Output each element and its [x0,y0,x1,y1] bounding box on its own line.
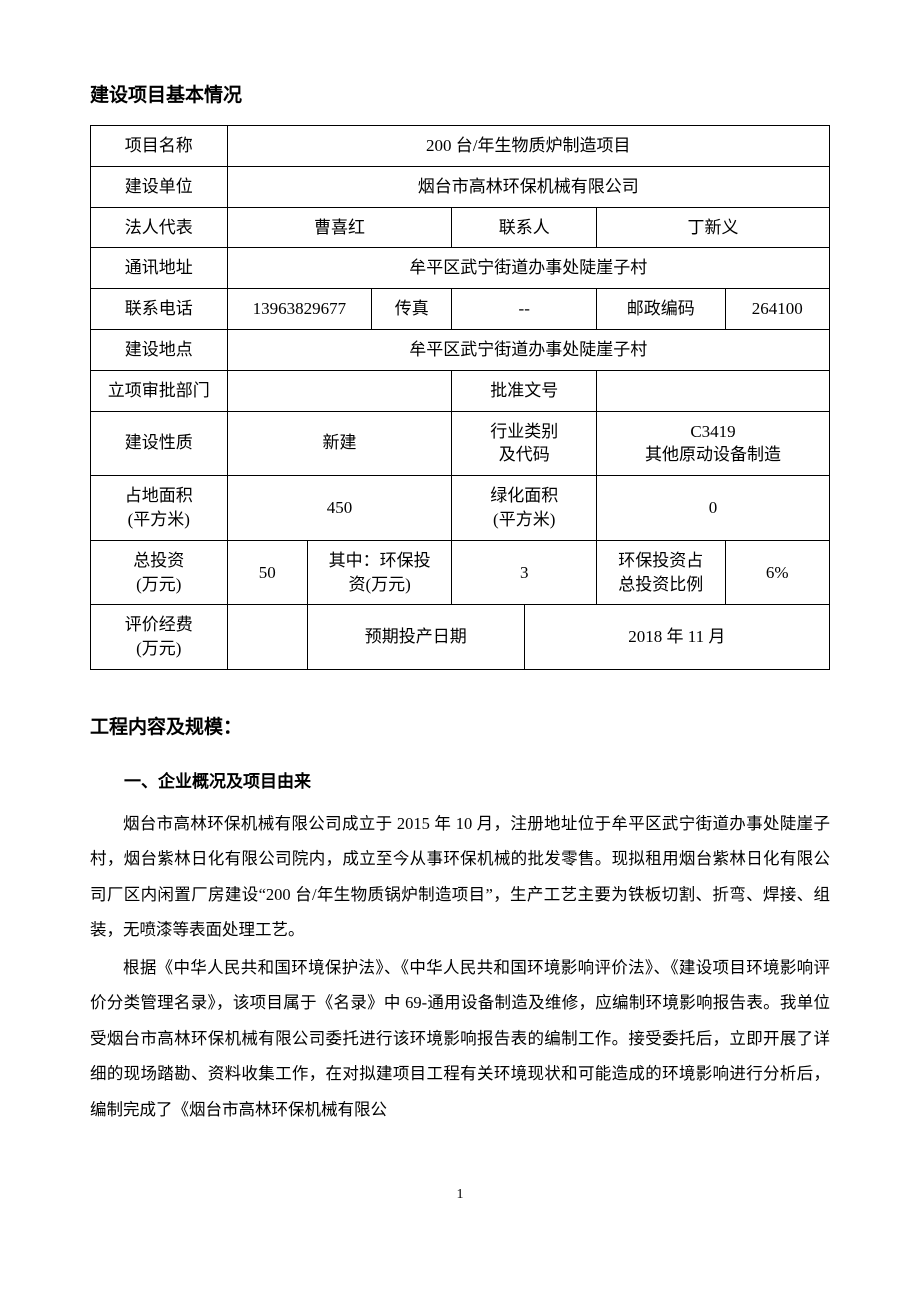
value-env-invest: 3 [452,540,597,605]
subtitle: 工程内容及规模： [90,712,830,739]
label-eval-fee: 评价经费 (万元) [91,605,228,670]
label-land-area: 占地面积 (平方米) [91,476,228,541]
label-construction-unit: 建设单位 [91,166,228,207]
value-fax: -- [452,289,597,330]
label-expected-date: 预期投产日期 [307,605,524,670]
value-address: 牟平区武宁街道办事处陡崖子村 [227,248,829,289]
label-env-ratio: 环保投资占 总投资比例 [596,540,725,605]
label-contact-person: 联系人 [452,207,597,248]
value-construction-unit: 烟台市高林环保机械有限公司 [227,166,829,207]
label-postcode: 邮政编码 [596,289,725,330]
label-project-name: 项目名称 [91,126,228,167]
project-info-table: 项目名称 200 台/年生物质炉制造项目 建设单位 烟台市高林环保机械有限公司 … [90,125,830,670]
label-construction-site: 建设地点 [91,329,228,370]
label-fax: 传真 [372,289,452,330]
label-approval-no: 批准文号 [452,370,597,411]
value-land-area: 450 [227,476,452,541]
label-phone: 联系电话 [91,289,228,330]
value-phone: 13963829677 [227,289,372,330]
value-expected-date: 2018 年 11 月 [524,605,829,670]
value-green-area: 0 [596,476,829,541]
value-eval-fee [227,605,307,670]
value-total-invest: 50 [227,540,307,605]
label-construction-nature: 建设性质 [91,411,228,476]
value-env-ratio: 6% [725,540,830,605]
label-env-invest: 其中：环保投 资(万元) [307,540,452,605]
paragraph-1: 烟台市高林环保机械有限公司成立于 2015 年 10 月，注册地址位于牟平区武宁… [90,806,830,948]
label-industry-code: 行业类别 及代码 [452,411,597,476]
value-industry-code: C3419 其他原动设备制造 [596,411,829,476]
paragraph-2: 根据《中华人民共和国环境保护法》、《中华人民共和国环境影响评价法》、《建设项目环… [90,950,830,1127]
value-legal-rep: 曹喜红 [227,207,452,248]
label-total-invest: 总投资 (万元) [91,540,228,605]
heading: 一、企业概况及项目由来 [90,767,830,792]
label-legal-rep: 法人代表 [91,207,228,248]
label-green-area: 绿化面积 (平方米) [452,476,597,541]
value-construction-site: 牟平区武宁街道办事处陡崖子村 [227,329,829,370]
section-title: 建设项目基本情况 [90,80,830,107]
label-approval-dept: 立项审批部门 [91,370,228,411]
value-approval-dept [227,370,452,411]
value-approval-no [596,370,829,411]
value-construction-nature: 新建 [227,411,452,476]
value-contact-person: 丁新义 [596,207,829,248]
page-number: 1 [90,1187,830,1203]
label-address: 通讯地址 [91,248,228,289]
value-project-name: 200 台/年生物质炉制造项目 [227,126,829,167]
value-postcode: 264100 [725,289,830,330]
